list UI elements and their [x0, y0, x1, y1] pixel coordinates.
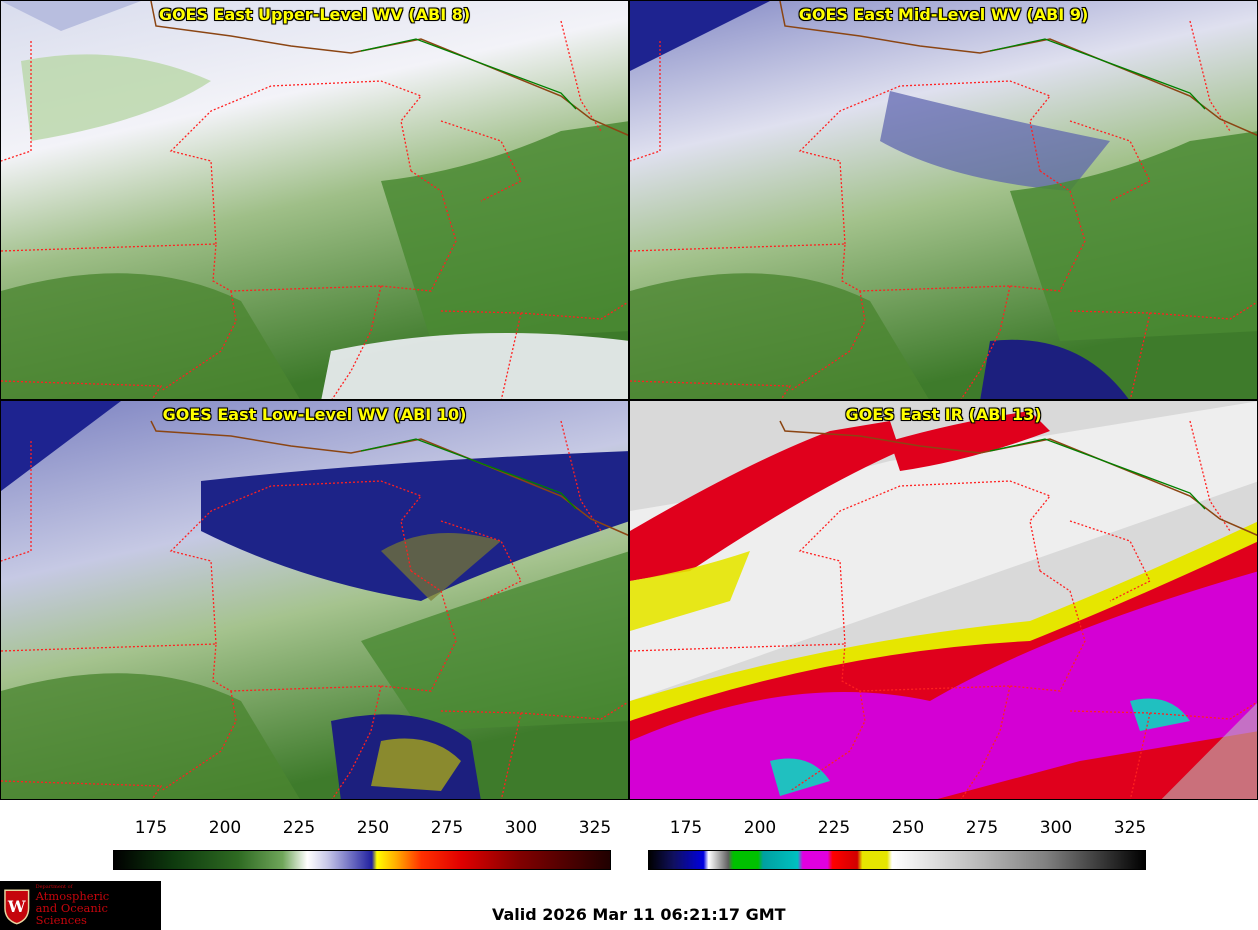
ir-tick-label: 225	[817, 818, 851, 838]
valid-time: Valid 2026 Mar 11 06:21:17 GMT	[492, 905, 786, 924]
wv-tick-label: 300	[504, 818, 538, 838]
low-level-wv-panel: GOES East Low-Level WV (ABI 10)	[0, 400, 629, 800]
panel-title: GOES East Low-Level WV (ABI 10)	[162, 405, 467, 424]
ir-tick-label: 250	[891, 818, 925, 838]
upper-level-wv-panel: GOES East Upper-Level WV (ABI 8)	[0, 0, 629, 400]
ir-tick-label: 300	[1039, 818, 1073, 838]
panel-title: GOES East Mid-Level WV (ABI 9)	[798, 5, 1089, 24]
wv-tick-label: 250	[356, 818, 390, 838]
logo-line-2: and Oceanic Sciences	[35, 901, 108, 928]
ir-image	[630, 401, 1257, 799]
logo-line-1: Atmospheric	[35, 889, 110, 904]
ir-tick-label: 200	[743, 818, 777, 838]
wv-tick-label: 225	[282, 818, 316, 838]
ir-panel: GOES East IR (ABI 13)	[629, 400, 1258, 800]
wv-tick-label: 325	[578, 818, 612, 838]
wv-colorbar	[113, 850, 611, 870]
wv-tick-label: 200	[208, 818, 242, 838]
wv-tick-label: 175	[134, 818, 168, 838]
mid-level-wv-image	[630, 1, 1257, 399]
uw-crest-icon: W	[4, 889, 30, 925]
svg-text:W: W	[7, 896, 26, 915]
logo-department: Department of	[35, 883, 73, 890]
panel-title: GOES East Upper-Level WV (ABI 8)	[158, 5, 471, 24]
ir-tick-label: 325	[1113, 818, 1147, 838]
upper-level-wv-image	[1, 1, 628, 399]
ir-tick-label: 275	[965, 818, 999, 838]
aos-logo: W Department of Atmospheric and Oceanic …	[0, 881, 161, 930]
mid-level-wv-panel: GOES East Mid-Level WV (ABI 9)	[629, 0, 1258, 400]
ir-tick-label: 175	[669, 818, 703, 838]
panel-title: GOES East IR (ABI 13)	[845, 405, 1042, 424]
low-level-wv-image	[1, 401, 628, 799]
wv-tick-label: 275	[430, 818, 464, 838]
ir-colorbar	[648, 850, 1146, 870]
